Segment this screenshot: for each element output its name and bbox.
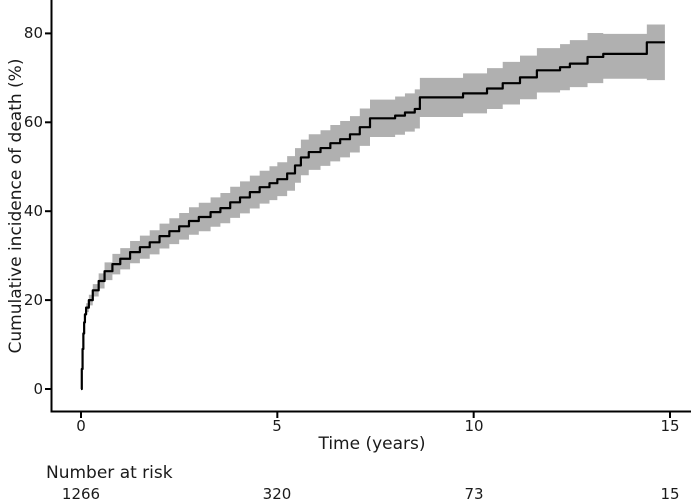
risk-value-t10: 73	[464, 485, 484, 503]
risk-table-title: Number at risk	[46, 463, 173, 483]
incidence-curve	[80, 41, 665, 391]
x-tick-label-15: 15	[660, 417, 680, 435]
x-tick-label-5: 5	[272, 417, 282, 435]
y-tick-label-0: 0	[33, 380, 43, 398]
y-tick-label-40: 40	[23, 202, 43, 220]
y-tick-label-80: 80	[23, 24, 43, 42]
risk-value-t0: 1266	[61, 485, 101, 503]
risk-value-t15: 15	[660, 485, 680, 503]
x-tick-label-10: 10	[464, 417, 484, 435]
y-tick-label-60: 60	[23, 113, 43, 131]
risk-value-t5: 320	[262, 485, 292, 503]
y-axis-title: Cumulative incidence of death (%)	[6, 58, 26, 354]
confidence-band	[81, 24, 665, 389]
x-axis-title: Time (years)	[318, 434, 426, 454]
y-tick-label-20: 20	[23, 291, 43, 309]
x-tick-label-0: 0	[76, 417, 86, 435]
